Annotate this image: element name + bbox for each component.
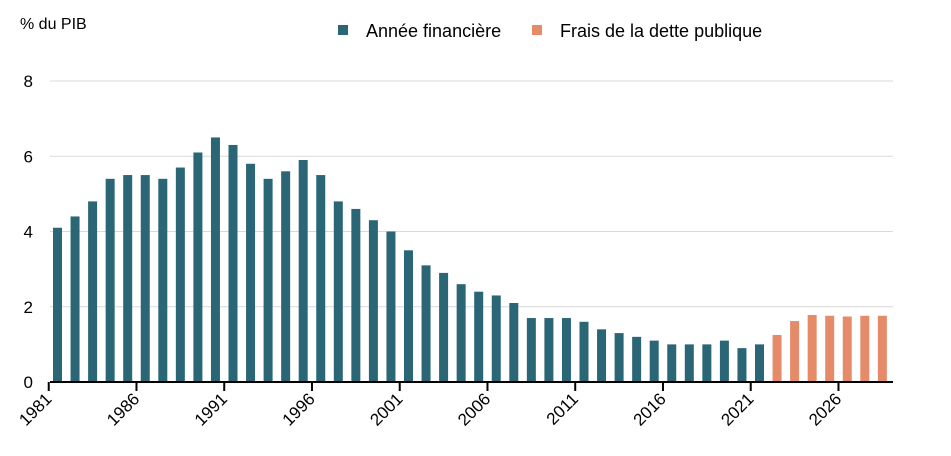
bar-historical-1992 — [246, 163, 256, 382]
bar-historical-2009 — [544, 318, 554, 382]
bar-historical-2002 — [421, 265, 431, 382]
bar-historical-1985 — [123, 175, 133, 382]
x-tick-label: 2011 — [543, 389, 582, 428]
bar-historical-1986 — [140, 175, 150, 382]
bar-historical-1988 — [175, 167, 185, 382]
x-tick-label: 1996 — [279, 389, 319, 429]
bar-historical-2014 — [632, 336, 642, 382]
x-tick-label: 1986 — [103, 389, 143, 429]
bar-historical-2001 — [404, 250, 413, 382]
gridlines — [50, 80, 893, 308]
bar-historical-2011 — [579, 321, 589, 382]
bar-historical-2004 — [456, 284, 466, 382]
bar-historical-2003 — [439, 272, 449, 382]
x-tick-label: 2001 — [366, 389, 406, 429]
x-tick-label: 2021 — [717, 389, 757, 429]
bar-historical-2021 — [755, 344, 764, 383]
bar-historical-1998 — [351, 208, 361, 382]
bar-historical-1982 — [70, 216, 80, 382]
bar-historical-1994 — [281, 171, 291, 382]
x-tick-label: 1991 — [191, 389, 231, 429]
y-tick-label: 8 — [24, 72, 33, 91]
bar-historical-2020 — [737, 348, 747, 382]
bar-projected-2028 — [877, 315, 887, 382]
bar-historical-1981 — [53, 227, 62, 382]
bar-historical-1993 — [263, 178, 273, 382]
bar-historical-1995 — [298, 160, 308, 382]
bar-historical-2000 — [386, 231, 396, 382]
bar-historical-1984 — [105, 178, 115, 382]
y-tick-label: 0 — [24, 373, 33, 392]
y-tick-label: 4 — [24, 223, 33, 242]
bar-historical-2017 — [684, 344, 694, 383]
bars — [53, 137, 887, 383]
x-tick-label: 2026 — [805, 389, 845, 429]
bar-projected-2023 — [790, 321, 800, 382]
bar-historical-2013 — [614, 333, 624, 382]
legend-swatch-projected — [532, 25, 542, 35]
y-tick-label: 6 — [24, 147, 33, 166]
bar-historical-1991 — [228, 144, 238, 382]
y-tick-label: 2 — [24, 298, 33, 317]
bar-projected-2027 — [860, 315, 870, 382]
bar-historical-2012 — [597, 329, 607, 382]
legend: Année financière Frais de la dette publi… — [338, 21, 762, 41]
bar-historical-1999 — [368, 220, 378, 382]
bar-historical-1997 — [333, 201, 343, 382]
bar-historical-1987 — [158, 178, 168, 382]
x-tick-label: 2016 — [630, 389, 670, 429]
bar-historical-1989 — [193, 152, 203, 382]
bar-historical-2015 — [649, 340, 659, 382]
legend-swatch-historical — [338, 25, 348, 35]
bar-historical-1996 — [316, 175, 326, 382]
bar-historical-2008 — [526, 318, 536, 382]
bar-historical-2016 — [667, 344, 677, 383]
y-axis-unit-label: % du PIB — [20, 16, 87, 33]
bar-projected-2026 — [842, 316, 852, 382]
bar-projected-2025 — [825, 315, 835, 382]
bar-historical-2005 — [474, 291, 484, 382]
bar-historical-2018 — [702, 344, 712, 383]
x-tick-label: 1981 — [15, 389, 55, 429]
bar-historical-1990 — [210, 137, 220, 382]
bar-projected-2022 — [772, 334, 782, 382]
bar-historical-1983 — [88, 201, 98, 382]
bar-historical-2019 — [719, 340, 729, 382]
x-tick-label: 2006 — [454, 389, 494, 429]
legend-label-historical: Année financière — [366, 21, 501, 41]
bar-historical-2007 — [509, 302, 519, 382]
bar-historical-2006 — [491, 295, 501, 382]
legend-label-projected: Frais de la dette publique — [560, 21, 762, 41]
bar-historical-2010 — [561, 318, 571, 382]
bar-projected-2024 — [807, 315, 817, 382]
